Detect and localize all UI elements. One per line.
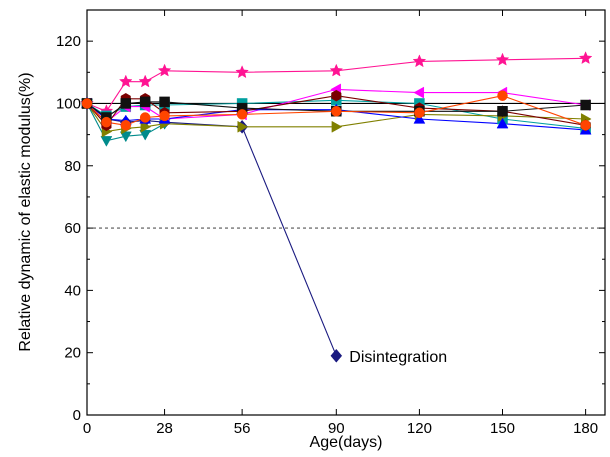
data-point — [139, 96, 151, 108]
x-tick-label: 120 — [407, 420, 432, 437]
data-point — [118, 74, 133, 88]
y-tick-label: 60 — [64, 220, 81, 237]
x-tick-label: 90 — [328, 420, 345, 437]
annotation-label: Disintegration — [349, 349, 447, 366]
y-tick-label: 40 — [64, 282, 81, 299]
data-point — [330, 348, 343, 363]
data-point — [495, 52, 510, 66]
annotation: Disintegration — [349, 349, 447, 366]
data-point — [140, 120, 152, 133]
data-point — [236, 109, 248, 120]
x-axis-title: Age(days) — [310, 434, 383, 451]
data-point — [414, 107, 425, 119]
data-point — [497, 106, 508, 117]
series-markers — [80, 51, 593, 363]
axis-ticks: 0 28 56 90 120 150 180 0 20 40 60 80 100 120 — [56, 10, 605, 437]
data-point — [331, 106, 342, 117]
data-point — [235, 65, 249, 79]
data-point — [138, 74, 153, 88]
y-axis-title: Relative dynamic of elastic modulus(%) — [17, 72, 34, 351]
data-point — [496, 117, 509, 129]
data-point — [237, 120, 249, 133]
x-tick-label: 28 — [156, 420, 173, 437]
series-line-2 — [86, 103, 337, 357]
data-point — [329, 63, 344, 77]
data-point — [119, 131, 132, 143]
data-point — [331, 89, 342, 102]
data-point — [100, 136, 113, 147]
data-point — [101, 116, 112, 128]
x-tick-label: 180 — [573, 420, 598, 437]
x-tick-label: 150 — [490, 420, 515, 437]
data-point — [413, 86, 425, 99]
series-line-10 — [86, 95, 586, 126]
data-point — [120, 120, 132, 131]
series-line-7 — [86, 103, 586, 131]
x-tick-label: 56 — [234, 420, 251, 437]
series-line-8 — [86, 95, 586, 127]
series-line-1 — [86, 57, 586, 112]
y-tick-label: 0 — [73, 407, 81, 424]
y-tick-label: 80 — [64, 158, 81, 175]
series-line-5 — [86, 88, 586, 123]
data-point — [331, 120, 343, 133]
data-point — [81, 98, 93, 109]
series-markers-2 — [81, 96, 343, 363]
data-point — [159, 110, 170, 122]
data-point — [157, 63, 172, 77]
y-tick-label: 120 — [56, 33, 81, 50]
data-point — [580, 99, 591, 111]
data-point — [139, 112, 151, 123]
plot-frame — [86, 9, 606, 416]
series-markers-10 — [81, 90, 591, 131]
data-point — [580, 120, 591, 131]
series-line-9 — [86, 101, 586, 119]
data-point — [139, 129, 152, 141]
y-tick-label: 100 — [56, 95, 81, 112]
series-line-6 — [86, 103, 586, 133]
data-point — [497, 90, 508, 101]
data-point — [578, 51, 593, 65]
data-point — [413, 112, 426, 124]
data-point — [412, 54, 427, 68]
data-point — [159, 96, 170, 108]
y-tick-label: 20 — [64, 345, 81, 362]
reference-lines — [87, 102, 605, 229]
data-point — [120, 98, 132, 109]
x-tick-label: 0 — [83, 420, 91, 437]
